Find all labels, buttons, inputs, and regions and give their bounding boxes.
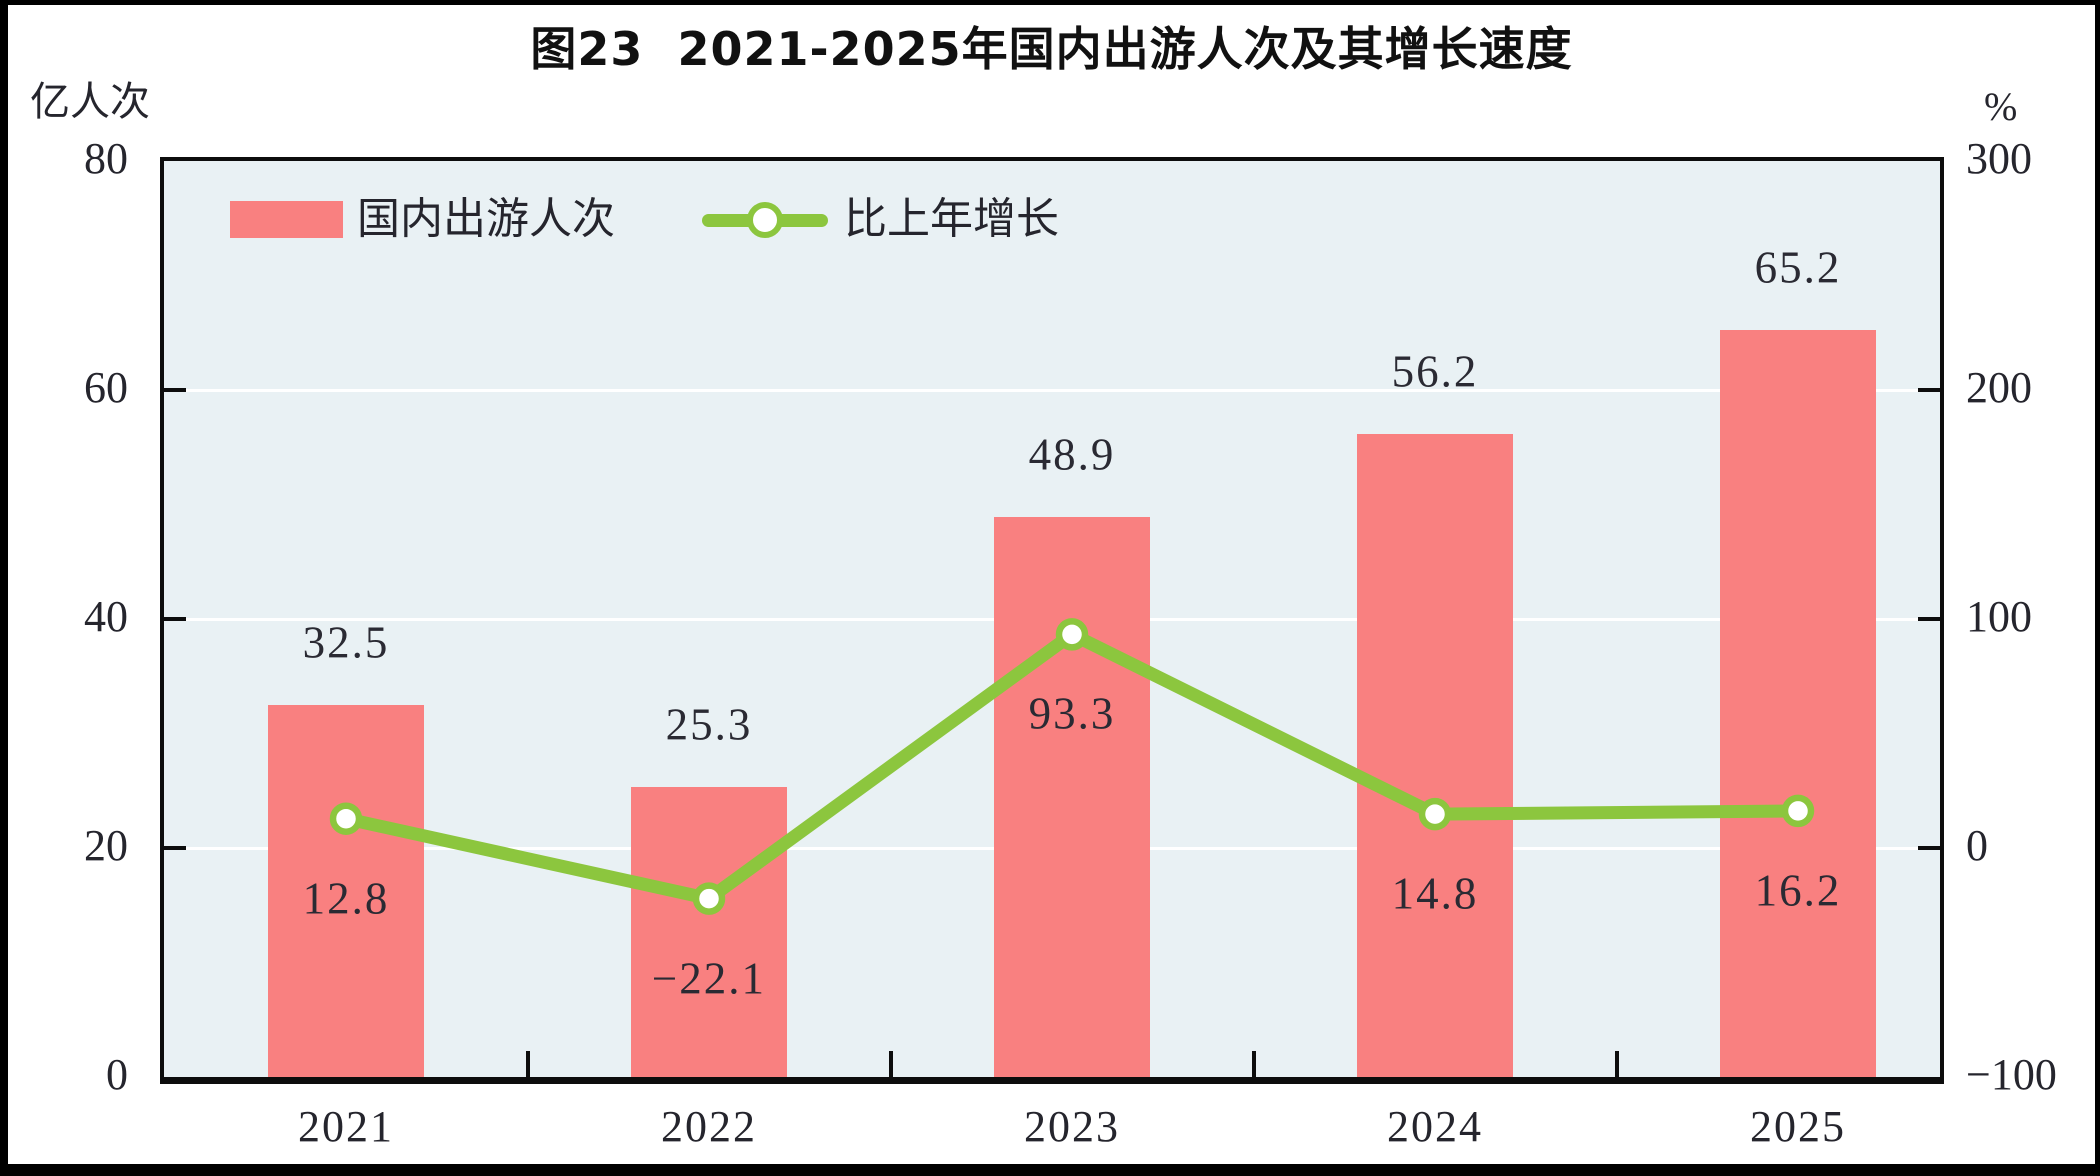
figure-title: 图23 2021-2025年国内出游人次及其增长速度 bbox=[530, 22, 1573, 76]
left-axis-tick-label: 80 bbox=[84, 134, 128, 183]
growth-line bbox=[344, 627, 1799, 906]
right-axis-tick bbox=[1918, 846, 1940, 850]
bar bbox=[268, 704, 424, 1077]
legend-bar-label: 国内出游人次 bbox=[357, 196, 615, 244]
right-axis-tick-label: 300 bbox=[1966, 134, 2032, 183]
bar bbox=[631, 787, 787, 1077]
bar bbox=[1720, 330, 1876, 1077]
left-axis-tick bbox=[164, 617, 186, 621]
bar-value-label: 56.2 bbox=[1391, 346, 1479, 396]
bar-value-label: 48.9 bbox=[1028, 429, 1116, 480]
line-point-marker-icon bbox=[1055, 618, 1089, 651]
x-axis-tick bbox=[525, 1051, 530, 1077]
line-point-marker-icon bbox=[692, 882, 726, 915]
line-point-marker-icon bbox=[1781, 794, 1815, 828]
right-axis-tick-label: 200 bbox=[1966, 363, 2032, 412]
bar bbox=[994, 517, 1150, 1077]
legend-line-marker-icon bbox=[747, 202, 783, 238]
gridline bbox=[164, 388, 1940, 392]
growth-value-label: −22.1 bbox=[651, 953, 767, 1004]
left-axis-tick-label: 40 bbox=[84, 592, 128, 641]
x-axis-tick bbox=[888, 1051, 893, 1077]
left-axis-unit: 亿人次 bbox=[30, 79, 150, 124]
x-axis-label: 2021 bbox=[298, 1102, 394, 1151]
x-axis-label: 2022 bbox=[661, 1102, 757, 1151]
right-axis-tick-label: −100 bbox=[1966, 1050, 2057, 1099]
bar bbox=[1357, 433, 1513, 1077]
plot-area: 32.5 2021 25.3 2022 48.9 2023 56.2 2024 65.2 2025… bbox=[160, 157, 1944, 1149]
left-axis-tick-label: 60 bbox=[84, 363, 128, 412]
x-axis-label: 2024 bbox=[1387, 1102, 1483, 1151]
growth-value-label: 93.3 bbox=[1028, 688, 1116, 739]
left-axis-tick-label: 20 bbox=[84, 821, 128, 870]
bar-value-label: 25.3 bbox=[665, 699, 753, 750]
line-point-marker-icon bbox=[329, 802, 363, 835]
line-point-marker-icon bbox=[1418, 797, 1452, 831]
right-axis-tick-label: 100 bbox=[1966, 592, 2032, 641]
left-axis-tick bbox=[164, 846, 186, 850]
growth-line-svg bbox=[329, 618, 1815, 915]
right-axis-tick bbox=[1918, 388, 1940, 392]
growth-value-label: 12.8 bbox=[302, 873, 390, 924]
bar-value-label: 65.2 bbox=[1754, 242, 1842, 293]
right-axis-unit: % bbox=[1984, 84, 2018, 129]
legend-bar-swatch bbox=[230, 201, 343, 238]
bar-value-label: 32.5 bbox=[302, 617, 390, 668]
x-axis-label: 2023 bbox=[1024, 1102, 1120, 1151]
right-axis-tick bbox=[1918, 617, 1940, 621]
growth-value-label: 14.8 bbox=[1391, 868, 1479, 919]
growth-value-label: 16.2 bbox=[1754, 865, 1842, 916]
left-axis-tick bbox=[164, 388, 186, 392]
left-axis-tick-label: 0 bbox=[106, 1050, 128, 1099]
x-axis-label: 2025 bbox=[1750, 1102, 1846, 1151]
x-axis-tick bbox=[1614, 1051, 1619, 1077]
right-axis-tick-label: 0 bbox=[1966, 821, 1988, 870]
x-axis-tick bbox=[1251, 1051, 1256, 1077]
legend-line-label: 比上年增长 bbox=[844, 196, 1059, 244]
